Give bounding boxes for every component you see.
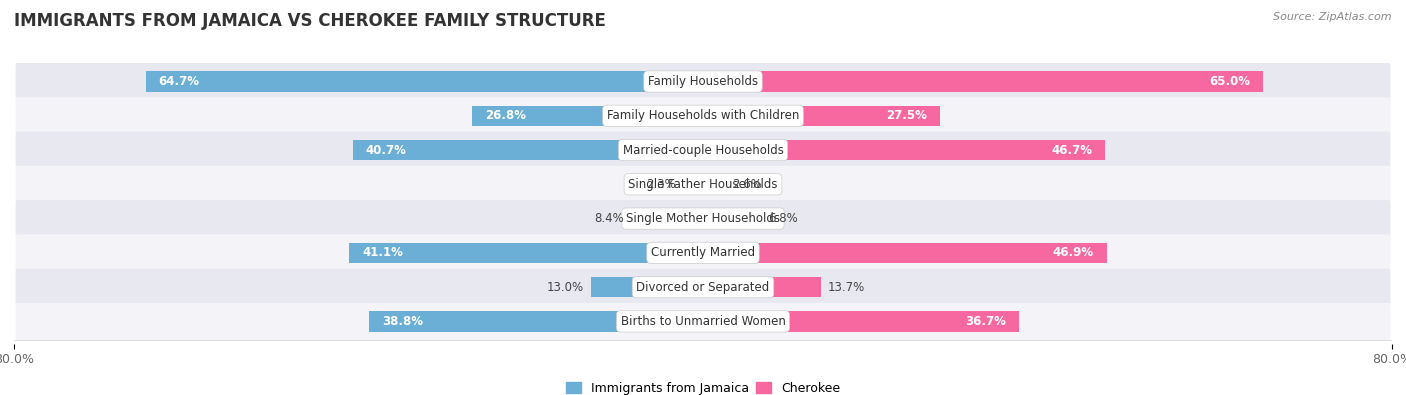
Text: IMMIGRANTS FROM JAMAICA VS CHEROKEE FAMILY STRUCTURE: IMMIGRANTS FROM JAMAICA VS CHEROKEE FAMI… — [14, 12, 606, 30]
FancyBboxPatch shape — [15, 269, 1391, 306]
Text: 2.3%: 2.3% — [647, 178, 676, 191]
Bar — [472, 105, 703, 126]
FancyBboxPatch shape — [15, 97, 1391, 134]
Bar — [591, 277, 703, 297]
Bar — [368, 311, 703, 332]
Text: 36.7%: 36.7% — [966, 315, 1007, 328]
Text: 26.8%: 26.8% — [485, 109, 526, 122]
Text: 13.0%: 13.0% — [547, 280, 583, 293]
Text: Single Mother Households: Single Mother Households — [626, 212, 780, 225]
Legend: Immigrants from Jamaica, Cherokee: Immigrants from Jamaica, Cherokee — [561, 377, 845, 395]
Text: 27.5%: 27.5% — [886, 109, 927, 122]
Bar — [703, 243, 1107, 263]
FancyBboxPatch shape — [15, 303, 1391, 340]
Text: 38.8%: 38.8% — [382, 315, 423, 328]
FancyBboxPatch shape — [15, 166, 1391, 203]
FancyBboxPatch shape — [15, 200, 1391, 237]
Text: 65.0%: 65.0% — [1209, 75, 1250, 88]
Bar — [146, 71, 703, 92]
Text: 46.9%: 46.9% — [1053, 246, 1094, 260]
Bar — [349, 243, 703, 263]
Bar — [631, 208, 703, 229]
Bar — [703, 174, 725, 195]
Text: Married-couple Households: Married-couple Households — [623, 143, 783, 156]
Text: 6.8%: 6.8% — [769, 212, 799, 225]
Text: Source: ZipAtlas.com: Source: ZipAtlas.com — [1274, 12, 1392, 22]
Bar — [703, 140, 1105, 160]
Bar — [683, 174, 703, 195]
Text: 64.7%: 64.7% — [159, 75, 200, 88]
Text: 46.7%: 46.7% — [1052, 143, 1092, 156]
Bar — [703, 311, 1019, 332]
Text: 13.7%: 13.7% — [828, 280, 865, 293]
Text: 41.1%: 41.1% — [361, 246, 404, 260]
Text: 2.6%: 2.6% — [733, 178, 762, 191]
Bar — [703, 71, 1263, 92]
Text: Family Households: Family Households — [648, 75, 758, 88]
Text: Currently Married: Currently Married — [651, 246, 755, 260]
Bar — [703, 105, 939, 126]
Bar — [703, 208, 762, 229]
Text: Births to Unmarried Women: Births to Unmarried Women — [620, 315, 786, 328]
FancyBboxPatch shape — [15, 234, 1391, 271]
Text: Single Father Households: Single Father Households — [628, 178, 778, 191]
Text: 8.4%: 8.4% — [593, 212, 624, 225]
Text: Divorced or Separated: Divorced or Separated — [637, 280, 769, 293]
Bar — [703, 277, 821, 297]
Bar — [353, 140, 703, 160]
Text: 40.7%: 40.7% — [366, 143, 406, 156]
FancyBboxPatch shape — [15, 63, 1391, 100]
FancyBboxPatch shape — [15, 132, 1391, 169]
Text: Family Households with Children: Family Households with Children — [607, 109, 799, 122]
